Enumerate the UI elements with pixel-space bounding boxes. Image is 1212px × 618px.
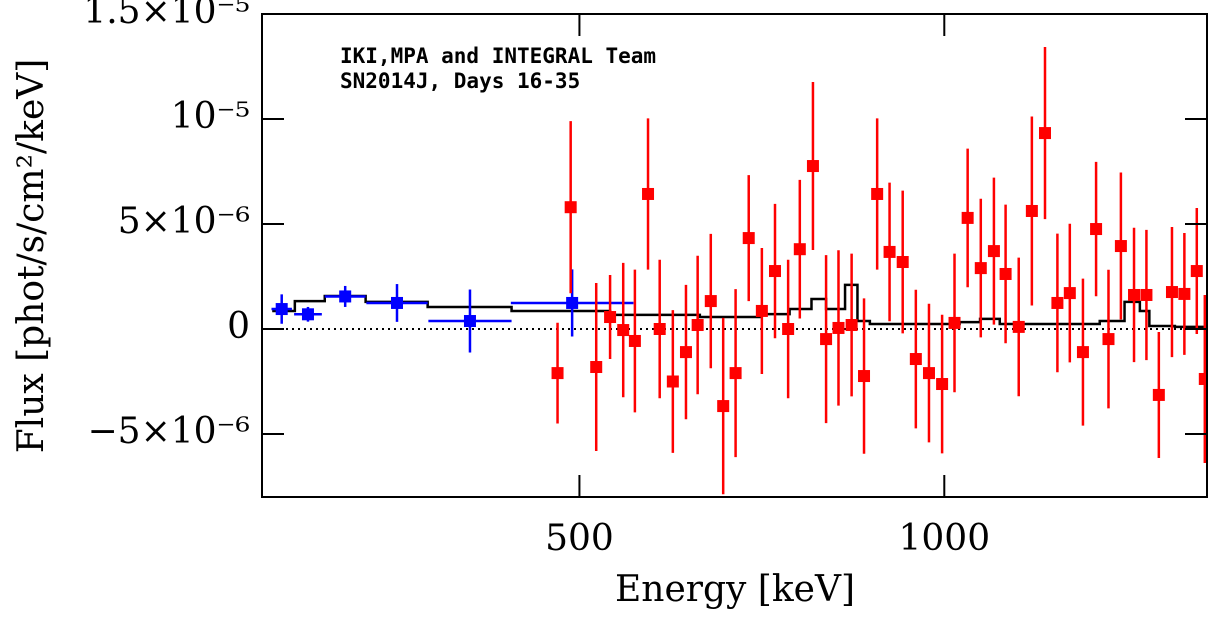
data-point [1063,287,1076,300]
data-point [391,296,403,309]
data-point [339,290,352,303]
y-tick-label: 10⁻⁵ [171,96,250,137]
annotation: SN2014J, Days 16-35 [340,69,580,93]
data-point [845,319,858,332]
data-point [961,211,974,224]
data-point [832,321,845,334]
data-point [679,346,692,359]
data-point [1165,286,1178,299]
data-point [896,256,909,269]
data-point [871,187,884,200]
data-point [301,308,314,321]
data-point [755,304,768,317]
plot-frame [261,13,1208,498]
data-point [564,201,577,214]
data-point [936,378,949,391]
data-point [806,160,819,173]
data-point [999,267,1012,280]
data-point [604,311,617,324]
x-tick-label: 1000 [898,518,990,559]
data-point [691,319,704,332]
data-point [566,296,579,309]
data-point [1102,333,1115,346]
data-point [1128,288,1141,301]
data-point [551,367,564,380]
data-point [1140,288,1153,301]
data-point [1152,388,1165,401]
data-point [729,367,742,380]
model-step-line [272,283,1207,329]
annotation: IKI,MPA and INTEGRAL Team [340,44,656,68]
data-point [974,262,987,275]
data-point [1039,127,1051,140]
y-tick-label: 1.5×10⁻⁵ [83,0,250,32]
data-point [666,375,679,388]
data-point [275,303,288,316]
data-point [987,245,1000,258]
data-point [653,323,666,335]
data-point [590,361,603,374]
data-point [820,333,833,346]
data-point [1090,223,1103,236]
data-point [883,245,896,258]
data-point [793,243,806,256]
data-point [858,370,871,383]
data-point [769,265,781,278]
y-tick-label: 0 [227,306,250,347]
data-point [909,353,922,366]
x-tick-label: 500 [545,518,614,559]
data-point [463,315,476,328]
x-axis-label: Energy [keV] [615,569,855,610]
data-point [1012,320,1025,333]
data-point [782,323,795,335]
data-point [1198,372,1207,385]
y-tick-label: 5×10⁻⁶ [118,201,250,242]
data-point [922,367,935,380]
data-point [1114,240,1127,253]
data-point [617,324,630,337]
data-point [742,232,755,245]
data-point [704,295,717,308]
data-point [717,400,730,413]
data-point [642,187,655,200]
plot-area [262,46,1207,495]
data-point [1190,265,1203,278]
data-point [948,316,961,329]
y-axis-label: Flux [phot/s/cm²/keV] [11,59,52,454]
y-tick-label: −5×10⁻⁶ [88,411,250,452]
data-point [628,334,641,347]
data-point [1076,346,1089,359]
data-point [1178,287,1191,300]
data-point [1051,296,1064,309]
data-point [1025,204,1038,217]
